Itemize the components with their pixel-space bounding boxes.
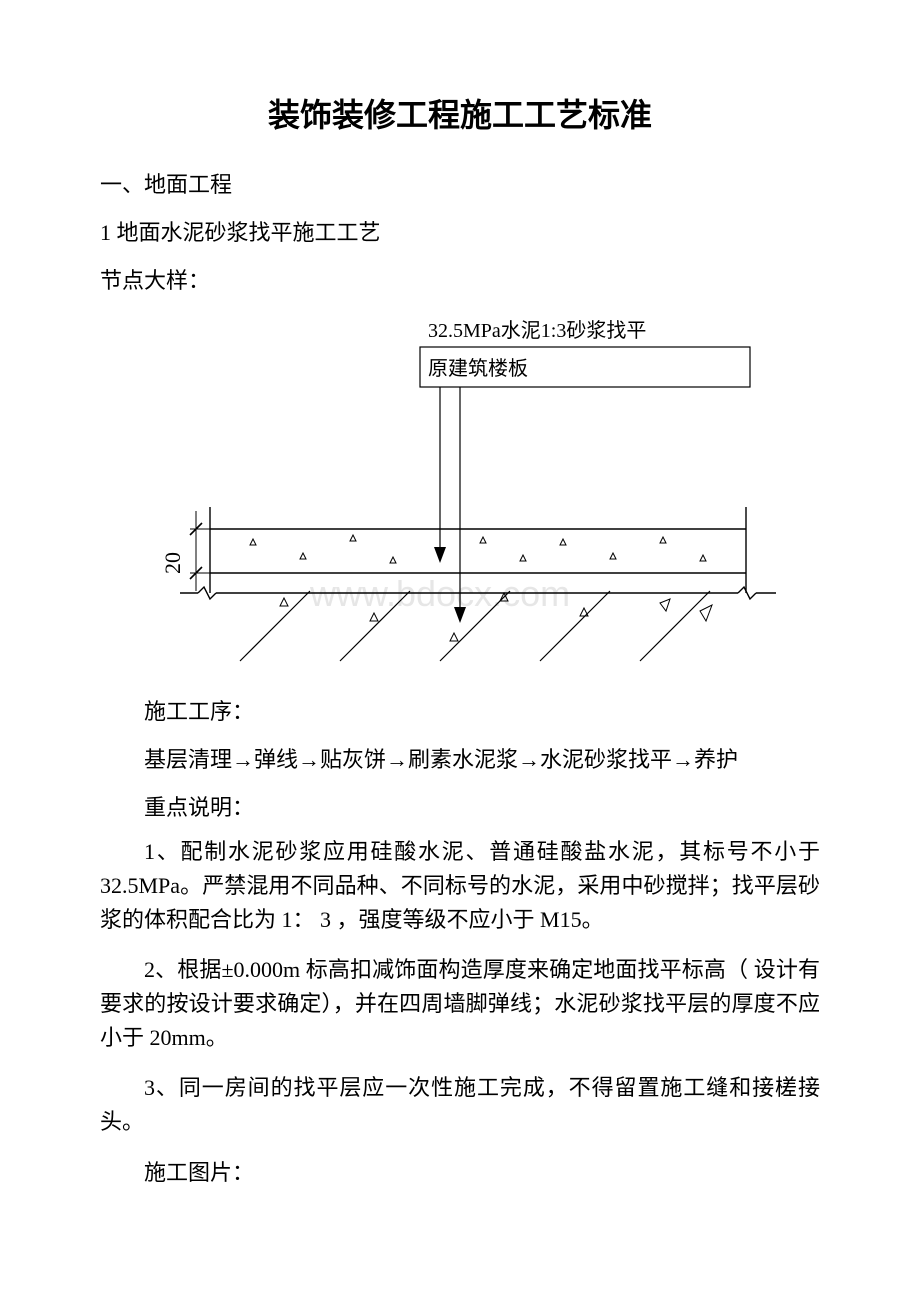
doc-title: 装饰装修工程施工工艺标准 bbox=[100, 90, 820, 136]
section-heading: 一、地面工程 bbox=[100, 164, 820, 206]
node-label: 节点大样： bbox=[100, 260, 820, 302]
paragraph-1: 1、配制水泥砂浆应用硅酸水泥、普通硅酸盐水泥，其标号不小于 32.5MPa。严禁… bbox=[100, 835, 820, 937]
leader-text-1: 32.5MPa水泥1:3砂浆找平 bbox=[428, 319, 646, 342]
key-label: 重点说明： bbox=[100, 787, 820, 829]
paragraph-3: 3、同一房间的找平层应一次性施工完成，不得留置施工缝和接槎接头。 bbox=[100, 1071, 820, 1139]
section-diagram: www.bdocx.com 32.5MPa水泥1:3砂浆找平 原建筑楼板 bbox=[140, 311, 820, 681]
leader-arrow-1 bbox=[434, 547, 446, 563]
leader-text-2: 原建筑楼板 bbox=[428, 357, 528, 380]
process-text: 基层清理→弹线→贴灰饼→刷素水泥浆→水泥砂浆找平→养护 bbox=[100, 739, 820, 781]
leader-arrow-2 bbox=[454, 607, 466, 623]
break-left bbox=[198, 587, 216, 599]
photo-label: 施工图片： bbox=[100, 1156, 820, 1190]
process-label: 施工工序： bbox=[100, 691, 820, 733]
dim-value: 20 bbox=[160, 552, 185, 574]
document-page: 装饰装修工程施工工艺标准 一、地面工程 1 地面水泥砂浆找平施工工艺 节点大样：… bbox=[0, 0, 920, 1266]
paragraph-2: 2、根据±0.000m 标高扣减饰面构造厚度来确定地面找平标高（ 设计有要求的按… bbox=[100, 953, 820, 1055]
diagram-svg: www.bdocx.com 32.5MPa水泥1:3砂浆找平 原建筑楼板 bbox=[140, 311, 780, 681]
break-right bbox=[738, 587, 756, 599]
mortar-aggregate bbox=[250, 535, 706, 563]
subsection-heading: 1 地面水泥砂浆找平施工工艺 bbox=[100, 212, 820, 254]
